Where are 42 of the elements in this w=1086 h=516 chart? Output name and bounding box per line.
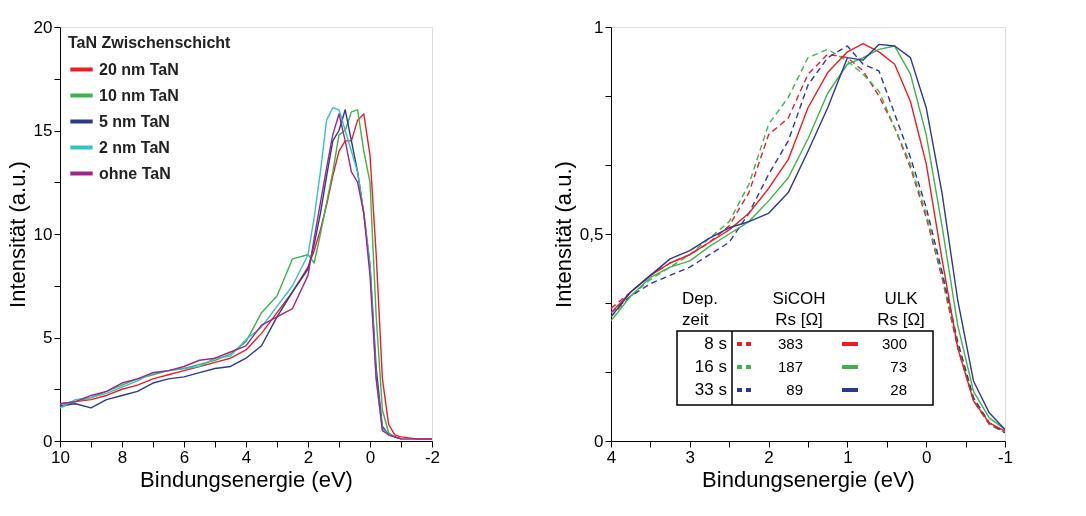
annotation: ULK Rs [Ω] [877,289,925,329]
annotation: 16 s [694,357,727,376]
legend-label: 10 nm TaN [99,86,179,104]
legend-label: 2 nm TaN [99,138,170,156]
x-tick-label: 2 [303,447,314,467]
legend-label: 383 [777,335,803,352]
y-tick-label: 0 [43,431,53,451]
x-tick-label: 4 [606,447,617,467]
x-tick-label: -2 [424,447,441,467]
legend-label: 89 [786,381,803,398]
legend-label: 300 [881,335,907,352]
annotation: 8 s [704,334,727,353]
y-tick-label: 0 [594,431,604,451]
x-tick-label: 0 [921,447,932,467]
x-tick-label: 6 [179,447,190,467]
x-axis-title: Bindungsenergie (eV) [702,466,915,492]
y-axis-title: Intensität (a.u.) [4,161,30,308]
y-tick-label: 20 [33,17,53,37]
legend-label: 28 [890,381,907,398]
x-tick-label: 1 [843,447,853,467]
x-tick-label: 4 [241,447,252,467]
legend-label: 73 [890,358,907,375]
legend-label: ohne TaN [99,164,171,182]
legend-title: TaN Zwischenschicht [68,34,232,51]
x-tick-label: 3 [685,447,696,467]
y-tick-label: 0,5 [579,224,604,244]
annotation: Dep. zeit [682,289,718,329]
annotation: SiCOH Rs [Ω] [772,289,826,329]
legend-label: 187 [777,358,803,375]
x-tick-label: 2 [764,447,774,467]
legend-label: 5 nm TaN [99,112,170,130]
x-tick-label: 0 [365,447,376,467]
x-tick-label: 8 [117,447,128,467]
y-axis-title: Intensität (a.u.) [550,161,576,308]
legend-label: 20 nm TaN [99,60,179,78]
x-axis-title: Bindungsenergie (eV) [140,466,353,492]
y-tick-label: 1 [594,17,604,37]
y-tick-label: 10 [33,224,53,244]
x-tick-label: -1 [997,447,1014,467]
y-tick-label: 5 [43,328,53,347]
annotation: 33 s [694,380,727,399]
y-tick-label: 15 [33,121,53,140]
